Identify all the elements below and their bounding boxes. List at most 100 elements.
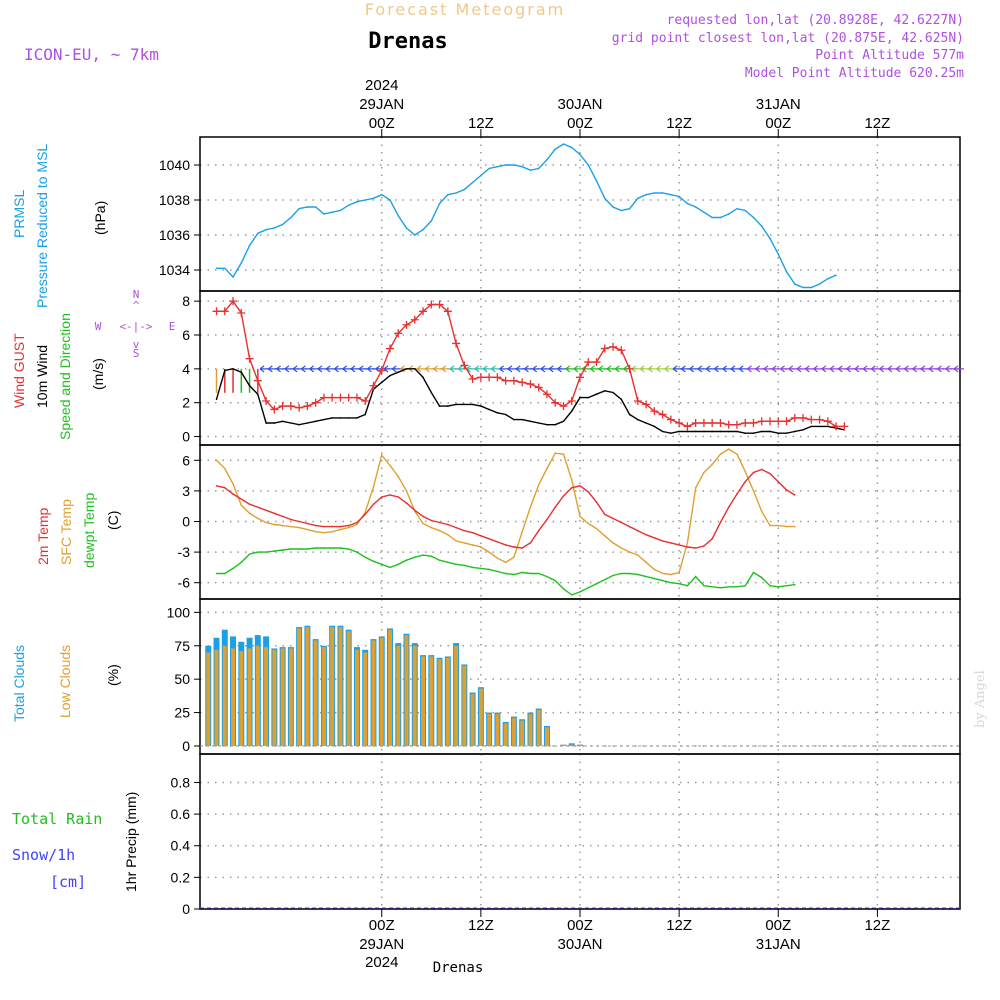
wind-gust-line-point <box>369 381 378 390</box>
pressure-line-point <box>339 209 342 212</box>
wind-gust-line-point <box>435 300 444 309</box>
sfc-temp-line-point <box>430 526 433 529</box>
sfc-temp-line-point <box>273 523 276 526</box>
sfc-temp-line-point <box>711 463 713 466</box>
sfc-temp-line-point <box>389 464 391 467</box>
wind-speed-line-point <box>760 430 763 433</box>
pressure-line-point <box>240 262 243 264</box>
pressure-line-point <box>372 197 375 200</box>
x-tick-label-bottom: 00Z <box>765 917 791 934</box>
y-tick-label: 8 <box>182 293 190 309</box>
dewpt-line-point <box>405 559 408 562</box>
sfc-temp-line-point <box>372 486 375 488</box>
temp-2m-line-point <box>678 544 680 546</box>
temp-2m-line-point <box>570 487 573 489</box>
dewpt-line-point <box>661 579 664 582</box>
wind-gust-line-point <box>534 383 543 392</box>
label-10m-wind: 10m Wind <box>34 345 50 408</box>
dewpt-line-point <box>785 584 788 587</box>
wind-speed-line-point <box>546 423 548 426</box>
pressure-line-point <box>422 228 424 231</box>
y-tick-label: 1036 <box>159 227 190 243</box>
pressure-line-point <box>430 220 433 222</box>
sfc-temp-line-point <box>554 452 557 454</box>
temp-2m-line-point <box>661 540 664 542</box>
wind-gust-line <box>216 300 845 428</box>
low-cloud-bar <box>272 649 277 746</box>
wind-speed-line-point <box>438 405 441 407</box>
temp-2m-line-point <box>769 472 771 475</box>
low-cloud-bar <box>338 627 343 746</box>
low-cloud-bar <box>528 713 533 746</box>
model-altitude: Model Point Altitude 620.25m <box>745 66 964 81</box>
wind-gust-line-point <box>724 420 733 429</box>
label-low-clouds: Low Clouds <box>57 645 73 718</box>
wind-speed-line-point <box>711 430 713 433</box>
sfc-temp-line-point <box>339 528 342 531</box>
x-year-top: 2024 <box>365 77 398 94</box>
wind-speed-line-point <box>678 430 680 433</box>
y-tick-label: 1040 <box>159 157 190 173</box>
sfc-temp-line-point <box>793 525 796 528</box>
wind-speed-line-point <box>612 391 614 394</box>
label-2m-temp: 2m Temp <box>35 507 51 565</box>
dewpt-line-point <box>380 563 383 566</box>
dewpt-line-point <box>240 561 243 564</box>
dewpt-line-point <box>727 585 730 588</box>
sfc-temp-line-point <box>248 512 251 515</box>
temp-2m-line-point <box>760 468 763 471</box>
wind-gust-line-point <box>625 364 634 373</box>
pressure-line-point <box>744 209 747 212</box>
dewpt-line-point <box>603 578 606 581</box>
temp-2m-line-point <box>331 525 333 528</box>
y-tick-label: -6 <box>178 575 191 591</box>
pressure-line-point <box>810 286 813 289</box>
temp-2m-line <box>216 468 796 549</box>
grid-point-coords: grid point closest lon,lat (20.875E, 42.… <box>612 31 964 46</box>
dewpt-line-point <box>711 585 713 588</box>
temp-2m-line-point <box>389 494 391 496</box>
model-label: ICON-EU, ~ 7km <box>24 45 159 64</box>
wind-speed-line-point <box>661 430 664 433</box>
dewpt-line-point <box>653 577 656 580</box>
temp-2m-line-point <box>265 509 267 512</box>
sfc-temp-line-point <box>504 561 507 564</box>
sfc-temp-line-point <box>529 506 532 509</box>
y-tick-label: 100 <box>167 604 191 620</box>
temp-2m-line-point <box>562 495 565 497</box>
wind-speed-line-point <box>752 432 755 434</box>
label-hpa: (hPa) <box>92 201 108 235</box>
y-tick-label: 0.2 <box>171 869 191 885</box>
sfc-temp-line-point <box>595 527 598 530</box>
wind-speed-line-point <box>769 430 771 433</box>
y-tick-label: 25 <box>174 705 190 721</box>
low-cloud-bar <box>264 647 269 746</box>
y-tick-label: 6 <box>182 452 190 468</box>
dewpt-line-point <box>455 563 457 566</box>
label-snow: Snow/1h <box>12 846 75 864</box>
wind-gust-line-point <box>658 410 667 419</box>
pressure-line-point <box>777 253 780 256</box>
pressure-line-point <box>405 227 408 229</box>
temp-2m-line-point <box>521 547 523 549</box>
low-cloud-bar <box>239 651 244 746</box>
dewpt-line-point <box>521 571 523 574</box>
temp-2m-line-point <box>595 501 598 503</box>
sfc-temp-line-point <box>686 542 689 544</box>
wind-speed-line-point <box>670 432 672 434</box>
wind-gust-line-point <box>815 415 824 424</box>
dewpt-line-point <box>744 584 747 587</box>
temp-2m-line-point <box>744 480 747 483</box>
dewpt-line-point <box>290 548 292 550</box>
label-snow-unit: [cm] <box>50 873 86 891</box>
sfc-temp-line-point <box>455 540 457 542</box>
wind-speed-line-point <box>504 413 507 416</box>
wind-gust-line-point <box>782 417 791 426</box>
wind-speed-line-point <box>827 425 829 428</box>
wind-speed-line-point <box>389 374 391 377</box>
sfc-temp-line-point <box>463 542 466 544</box>
sfc-temp-line-point <box>620 547 623 549</box>
label-ms: (m/s) <box>90 358 106 390</box>
temp-2m-line-point <box>504 544 507 546</box>
dewpt-line-point <box>777 585 780 588</box>
